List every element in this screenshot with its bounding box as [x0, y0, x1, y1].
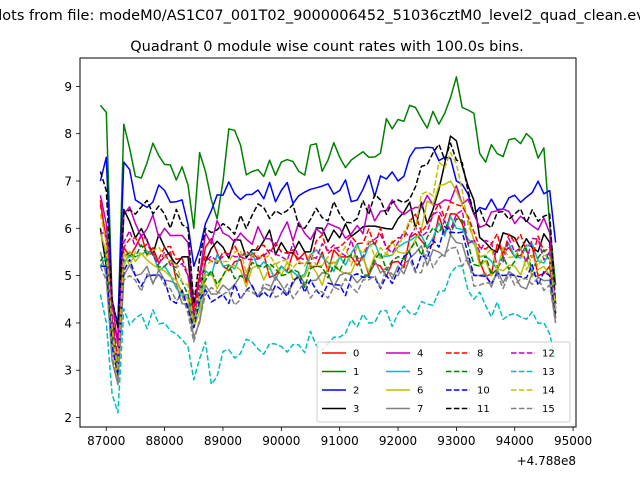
y-tick-label: 2: [64, 411, 72, 425]
legend-label-8: 8: [477, 349, 483, 360]
legend-label-2: 2: [353, 386, 359, 397]
series-line-14: [99, 151, 557, 371]
x-tick-label: 92000: [379, 434, 417, 448]
series-line-15: [99, 246, 557, 386]
y-tick-label: 8: [64, 127, 72, 141]
x-offset-label: +4.788e8: [517, 454, 576, 468]
legend-label-6: 6: [417, 386, 423, 397]
chart-title: Quadrant 0 module wise count rates with …: [130, 39, 524, 55]
series-line-11: [99, 142, 557, 329]
legend-label-11: 11: [477, 404, 490, 415]
y-tick-label: 3: [64, 364, 72, 378]
x-tick-label: 87000: [87, 434, 125, 448]
series-line-6: [99, 180, 557, 381]
x-tick-label: 90000: [262, 434, 300, 448]
series-line-10: [100, 225, 557, 376]
series-line-5: [99, 215, 557, 376]
legend-label-13: 13: [542, 367, 555, 378]
y-tick-label: 5: [64, 269, 72, 283]
series-line-9: [99, 218, 557, 371]
series-line-8: [99, 201, 557, 362]
y-tick-label: 4: [64, 316, 72, 330]
x-axis: 87000 88000 89000 90000 91000 92000 93000 94000…: [87, 427, 592, 448]
series-line-12: [100, 209, 557, 367]
legend-label-14: 14: [542, 386, 555, 397]
x-tick-label: 95000: [554, 434, 592, 448]
legend-label-5: 5: [417, 367, 423, 378]
y-tick-label: 9: [64, 80, 72, 94]
x-tick-label: 88000: [146, 434, 184, 448]
legend-label-0: 0: [353, 349, 359, 360]
y-tick-label: 7: [64, 175, 72, 189]
legend-label-3: 3: [353, 404, 359, 415]
figure-suptitle: Plots from file: modeM0/AS1C07_001T02_90…: [0, 8, 640, 24]
legend-frame: [316, 341, 571, 423]
legend-label-12: 12: [542, 349, 555, 360]
x-tick-label: 89000: [204, 434, 242, 448]
series-line-4: [99, 184, 557, 348]
legend-label-10: 10: [477, 386, 490, 397]
series-line-1: [99, 76, 557, 329]
x-tick-label: 93000: [437, 434, 475, 448]
y-tick-label: 6: [64, 222, 72, 236]
legend-label-15: 15: [542, 404, 555, 415]
axes-frame: [79, 57, 577, 428]
y-axis: 2 3 4 5 6 7 8 9: [64, 80, 80, 425]
legend-label-7: 7: [417, 404, 423, 415]
legend-label-4: 4: [417, 349, 423, 360]
legend-label-1: 1: [353, 367, 359, 378]
x-tick-label: 94000: [496, 434, 534, 448]
legend-label-9: 9: [477, 367, 483, 378]
x-tick-label: 91000: [321, 434, 359, 448]
series-line-2: [99, 146, 557, 324]
